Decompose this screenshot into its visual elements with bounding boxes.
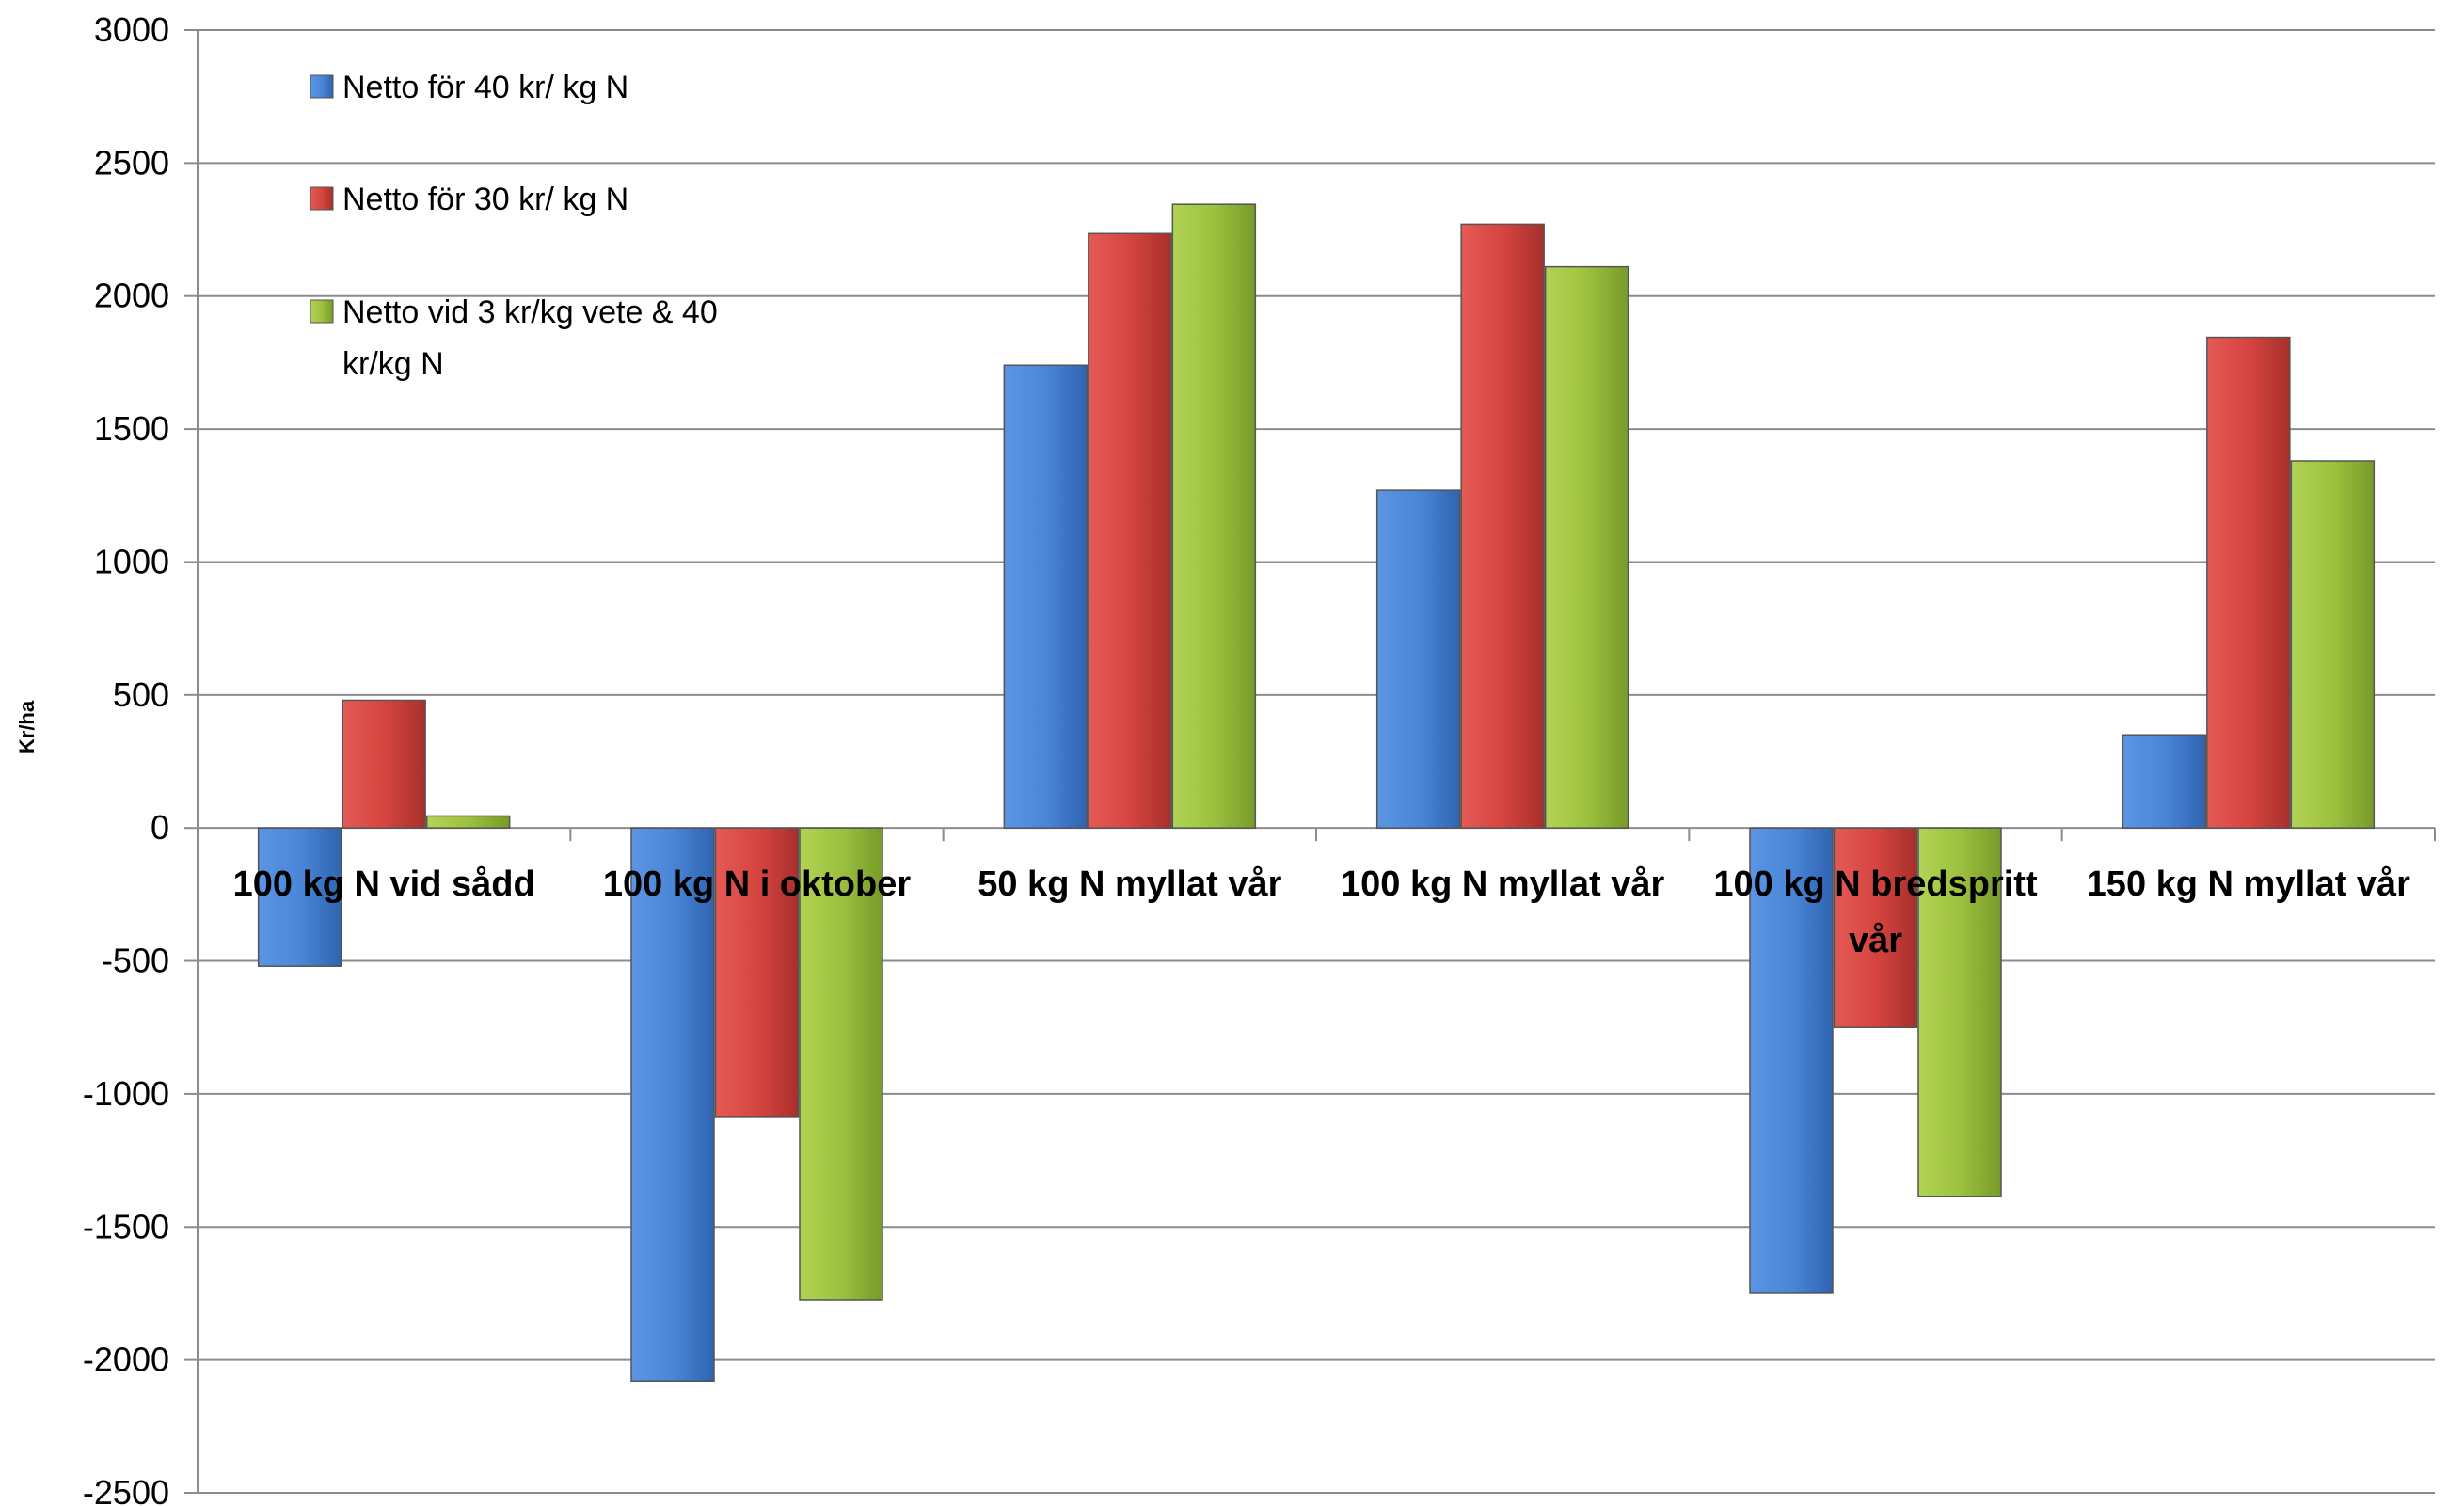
x-category-label: 50 kg N myllat vår [978, 864, 1281, 904]
y-tick-label: 1000 [94, 542, 169, 580]
bar [1544, 265, 1629, 829]
y-tick-label: 500 [113, 675, 169, 714]
y-tick-label: -1500 [83, 1207, 169, 1245]
y-tick-labels: 3000 2500 2000 1500 1000 500 0 -500 -1000 -1500 -2… [83, 10, 169, 1506]
bar [630, 827, 715, 1383]
bar [1833, 827, 1918, 1028]
x-category-label: 100 kg N bredspritt [1713, 864, 2038, 904]
x-category-label: 100 kg N i oktober [603, 864, 912, 904]
y-tick-label: -2000 [83, 1340, 169, 1379]
bar [1375, 489, 1461, 829]
bar [799, 827, 883, 1301]
x-category-label: 100 kg N vid sådd [233, 864, 535, 904]
x-category-label: 100 kg N myllat vår [1341, 864, 1665, 904]
bar [1917, 827, 2002, 1197]
legend-label: kr/kg N [342, 346, 444, 382]
bar [2290, 460, 2376, 829]
legend-swatch [310, 299, 334, 324]
bar [2122, 734, 2207, 829]
x-category-label: 150 kg N myllat vår [2087, 864, 2411, 904]
y-tick-label: 3000 [94, 10, 169, 49]
bar [425, 815, 511, 829]
y-tick-label: 2500 [94, 143, 169, 182]
legend-swatch [310, 186, 334, 211]
gridlines [198, 29, 2435, 1494]
y-tick-label: 1500 [94, 409, 169, 448]
bar [257, 827, 342, 967]
legend-label: Netto för 30 kr/ kg N [342, 182, 628, 217]
bar [1088, 232, 1172, 829]
category-labels: 100 kg N vid sådd 100 kg N i oktober 50 kg… [233, 864, 2411, 960]
y-tick-label: 0 [151, 808, 169, 847]
y-tick-label: -2500 [83, 1473, 169, 1506]
bar [2206, 336, 2291, 829]
bar [714, 827, 800, 1118]
y-axis-label: Kr/ha [15, 700, 39, 753]
legend: Netto för 40 kr/ kg N Netto för 30 kr/ kg… [310, 70, 718, 382]
y-tick-label: 2000 [94, 277, 169, 315]
bar [342, 699, 426, 829]
bars [257, 203, 2376, 1383]
legend-swatch [310, 74, 334, 99]
legend-label: Netto vid 3 kr/kg vete & 40 [342, 294, 718, 330]
legend-label: Netto för 40 kr/ kg N [342, 70, 628, 105]
y-tick-label: -500 [102, 942, 169, 980]
bar [1460, 223, 1545, 829]
x-category-label: vår [1849, 921, 1902, 960]
y-tick-label: -1000 [83, 1074, 169, 1113]
axes [184, 29, 2436, 1494]
bar [1749, 827, 1834, 1294]
bar [1171, 203, 1257, 829]
bar [1003, 364, 1089, 829]
